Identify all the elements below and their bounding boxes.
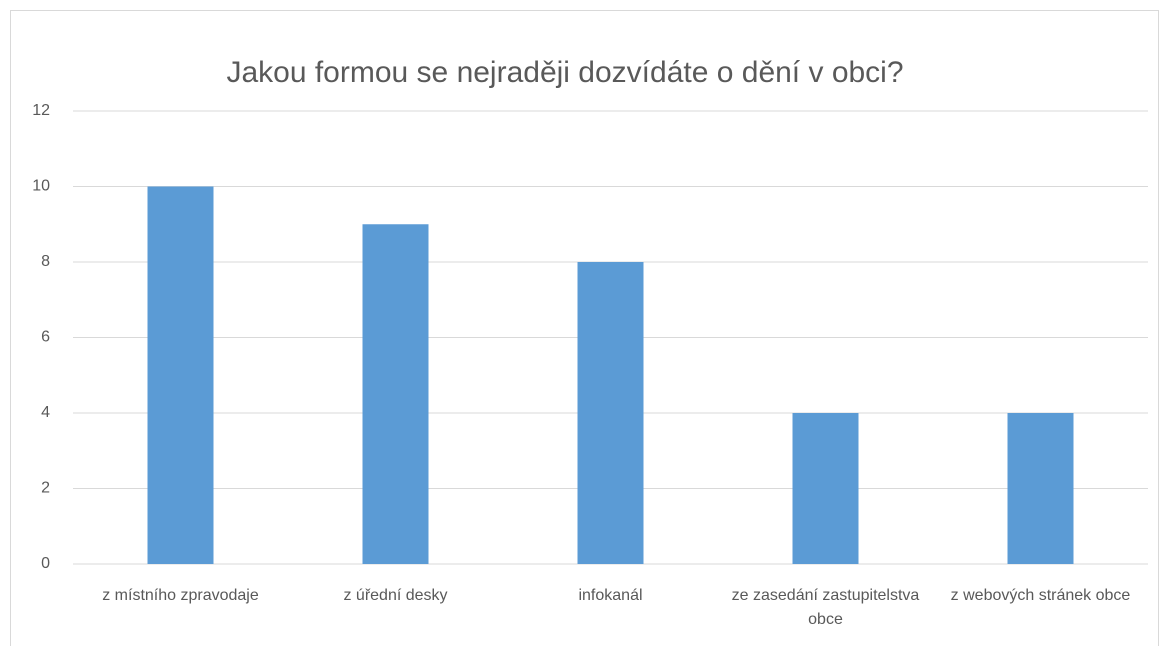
bar xyxy=(577,262,644,564)
y-tick-label: 8 xyxy=(41,253,50,270)
y-tick-label: 4 xyxy=(41,404,50,421)
chart-frame xyxy=(10,10,1159,646)
x-tick-label: z webových stránek obce xyxy=(950,587,1131,604)
bar xyxy=(147,186,214,564)
x-tick-label: z místního zpravodaje xyxy=(102,587,259,604)
bar xyxy=(1007,413,1074,564)
x-tick-label: z úřední desky xyxy=(343,587,448,604)
bar xyxy=(362,224,429,564)
bar xyxy=(792,413,859,564)
y-tick-label: 6 xyxy=(41,329,50,346)
y-tick-label: 12 xyxy=(32,102,50,119)
y-tick-label: 10 xyxy=(32,178,50,195)
x-tick-label: infokanál xyxy=(578,587,643,604)
y-tick-label: 2 xyxy=(41,480,50,497)
y-tick-label: 0 xyxy=(41,555,50,572)
chart-title: Jakou formou se nejraději dozvídáte o dě… xyxy=(226,56,903,89)
x-tick-label: ze zasedání zastupitelstva obce xyxy=(731,587,920,628)
